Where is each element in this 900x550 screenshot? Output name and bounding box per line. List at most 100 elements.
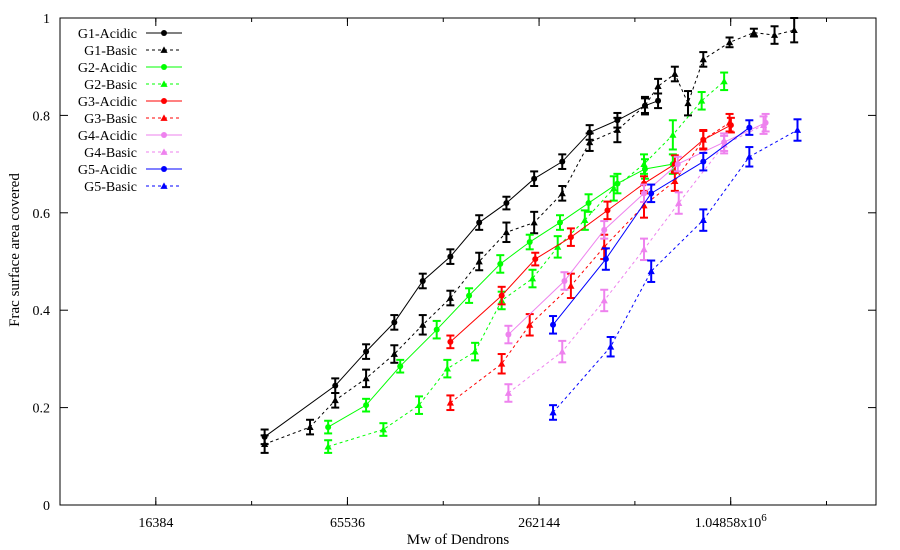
data-point — [475, 257, 483, 265]
legend-item: G4-Acidic — [78, 129, 182, 144]
data-point — [559, 158, 566, 165]
data-point — [556, 219, 563, 226]
ticks-layer: 0 0.2 0.4 0.6 0.8 1 16384 65536 262144 1.04858x10… — [33, 12, 876, 531]
y-tick-label: 0.2 — [33, 402, 51, 417]
series-g5-basic — [549, 118, 802, 421]
legend-label: G5-Acidic — [78, 163, 137, 178]
series-g4-basic — [504, 115, 768, 403]
data-point — [363, 348, 370, 355]
data-point — [684, 99, 692, 107]
data-point — [561, 277, 568, 284]
series-g1-basic — [260, 17, 799, 454]
data-point — [526, 321, 534, 328]
series-layer — [260, 17, 802, 454]
data-point — [759, 121, 768, 129]
data-point — [671, 70, 679, 77]
data-point — [446, 294, 454, 301]
legend-label: G1-Acidic — [78, 27, 137, 42]
y-tick-label: 1 — [43, 12, 50, 27]
data-point — [390, 350, 398, 357]
legend-label: G4-Basic — [84, 146, 137, 161]
data-point — [531, 175, 538, 182]
legend-swatch-marker — [161, 64, 167, 70]
legend-label: G2-Basic — [84, 78, 137, 93]
data-point — [614, 180, 621, 187]
series-g5-acidic — [549, 119, 754, 335]
data-point — [466, 292, 473, 299]
data-point — [640, 160, 648, 167]
legend-item: G1-Acidic — [78, 27, 182, 42]
y-tick-label: 0.4 — [33, 304, 51, 319]
data-point — [725, 119, 734, 126]
data-point — [447, 338, 454, 345]
x-tick-label: 262144 — [518, 516, 560, 531]
legend-label: G4-Acidic — [78, 129, 137, 144]
legend-swatch-marker — [161, 166, 167, 172]
legend-item: G2-Acidic — [78, 61, 182, 76]
data-point — [700, 158, 707, 165]
data-point — [770, 31, 779, 38]
series-line — [508, 124, 764, 394]
data-point — [530, 218, 538, 226]
data-point — [505, 331, 512, 338]
data-point — [699, 55, 707, 63]
legend-swatch-marker — [160, 46, 168, 53]
data-point — [419, 277, 426, 284]
data-point — [640, 190, 647, 197]
data-point — [550, 321, 557, 328]
legend-item: G4-Basic — [84, 146, 182, 161]
series-g2-basic — [324, 71, 729, 454]
data-point — [750, 29, 758, 36]
data-point — [503, 200, 510, 207]
series-line — [450, 122, 730, 404]
data-point — [610, 184, 618, 192]
series-line — [264, 100, 659, 438]
data-point — [641, 102, 649, 109]
data-point — [746, 124, 753, 131]
data-point — [567, 282, 575, 289]
data-point — [725, 38, 734, 46]
x-tick-label-text: 262144 — [518, 516, 560, 531]
data-point — [790, 26, 798, 34]
legend-swatch-marker — [161, 132, 167, 138]
data-point — [793, 126, 802, 133]
data-point — [699, 136, 707, 143]
data-point — [648, 190, 655, 197]
legend-swatch-marker — [160, 114, 168, 121]
data-point — [528, 274, 537, 282]
data-point — [585, 200, 592, 207]
data-point — [471, 347, 479, 355]
data-point — [331, 396, 339, 404]
legend-item: G2-Basic — [84, 78, 182, 93]
series-g4-acidic — [504, 112, 770, 345]
data-point — [549, 408, 557, 416]
legend-item: G3-Acidic — [78, 95, 182, 110]
data-point — [699, 216, 707, 223]
legend-label: G5-Basic — [84, 180, 137, 195]
x-tick-label-text: 16384 — [138, 516, 173, 531]
x-tick-label-text: 65536 — [330, 516, 365, 531]
data-point — [601, 226, 608, 233]
data-point — [332, 382, 339, 389]
legend: G1-Acidic G1-Basic G2-Acidic G2-Basic G3-Aci… — [78, 27, 182, 195]
data-point — [498, 360, 506, 367]
data-point — [558, 347, 566, 355]
legend-swatch-marker — [160, 80, 168, 87]
data-point — [497, 260, 504, 267]
y-tick-label: 0.6 — [33, 207, 51, 222]
data-point — [586, 138, 594, 146]
data-point — [640, 245, 648, 253]
legend-label: G3-Acidic — [78, 95, 137, 110]
data-point — [554, 243, 562, 250]
data-point — [443, 365, 451, 372]
legend-swatch-marker — [161, 30, 167, 36]
data-point — [647, 267, 655, 275]
legend-swatch-marker — [161, 98, 167, 104]
x-tick-label: 1.04858x106 — [695, 512, 768, 531]
legend-swatch-marker — [160, 182, 168, 189]
data-point — [261, 440, 269, 448]
series-line — [450, 124, 732, 343]
y-tick-label: 0 — [43, 499, 50, 514]
